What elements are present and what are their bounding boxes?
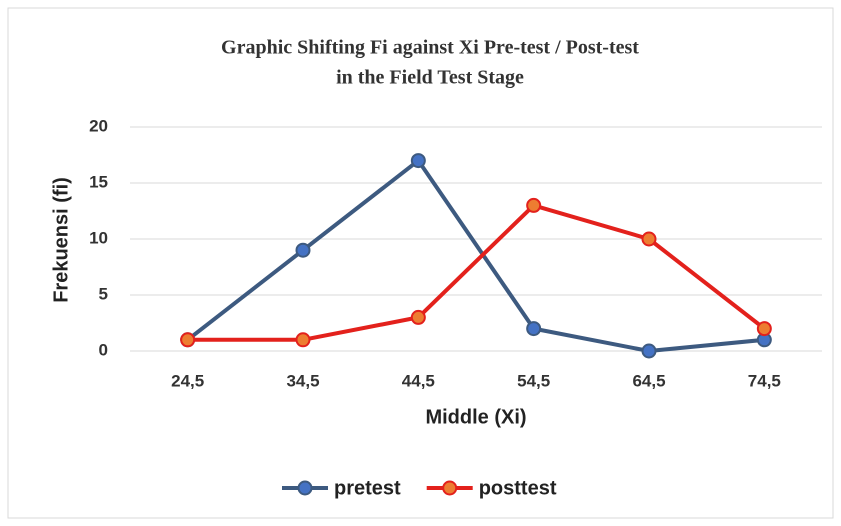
data-point bbox=[641, 231, 657, 247]
data-point bbox=[410, 309, 426, 325]
series-line bbox=[187, 203, 766, 342]
x-axis-label: Middle (Xi) bbox=[425, 406, 526, 428]
y-tick-label: 0 bbox=[99, 340, 108, 359]
y-axis-label: Frekuensi (fi) bbox=[50, 177, 72, 303]
x-tick-label: 54,5 bbox=[517, 371, 550, 390]
legend-marker bbox=[442, 480, 458, 496]
x-tick-label: 24,5 bbox=[171, 371, 204, 390]
legend-label: posttest bbox=[479, 477, 557, 499]
data-point bbox=[526, 321, 542, 337]
chart-border bbox=[7, 7, 834, 519]
chart-title: Graphic Shifting Fi against Xi Pre-test … bbox=[221, 37, 639, 59]
chart-title: in the Field Test Stage bbox=[336, 67, 524, 89]
y-tick-label: 5 bbox=[99, 284, 108, 303]
y-tick-label: 20 bbox=[89, 116, 108, 135]
data-point bbox=[410, 153, 426, 169]
x-tick-label: 64,5 bbox=[632, 371, 665, 390]
y-tick-label: 15 bbox=[89, 172, 108, 191]
series-line bbox=[186, 158, 765, 353]
data-point bbox=[295, 332, 311, 348]
x-tick-label: 74,5 bbox=[748, 371, 781, 390]
x-tick-label: 34,5 bbox=[286, 371, 319, 390]
x-tick-label: 44,5 bbox=[402, 371, 435, 390]
legend-marker bbox=[297, 480, 313, 496]
data-point bbox=[295, 242, 311, 258]
data-point bbox=[641, 343, 657, 359]
data-point bbox=[180, 332, 196, 348]
data-point bbox=[526, 197, 542, 213]
legend-label: pretest bbox=[334, 477, 401, 499]
data-point bbox=[756, 321, 772, 337]
y-tick-label: 10 bbox=[89, 228, 108, 247]
